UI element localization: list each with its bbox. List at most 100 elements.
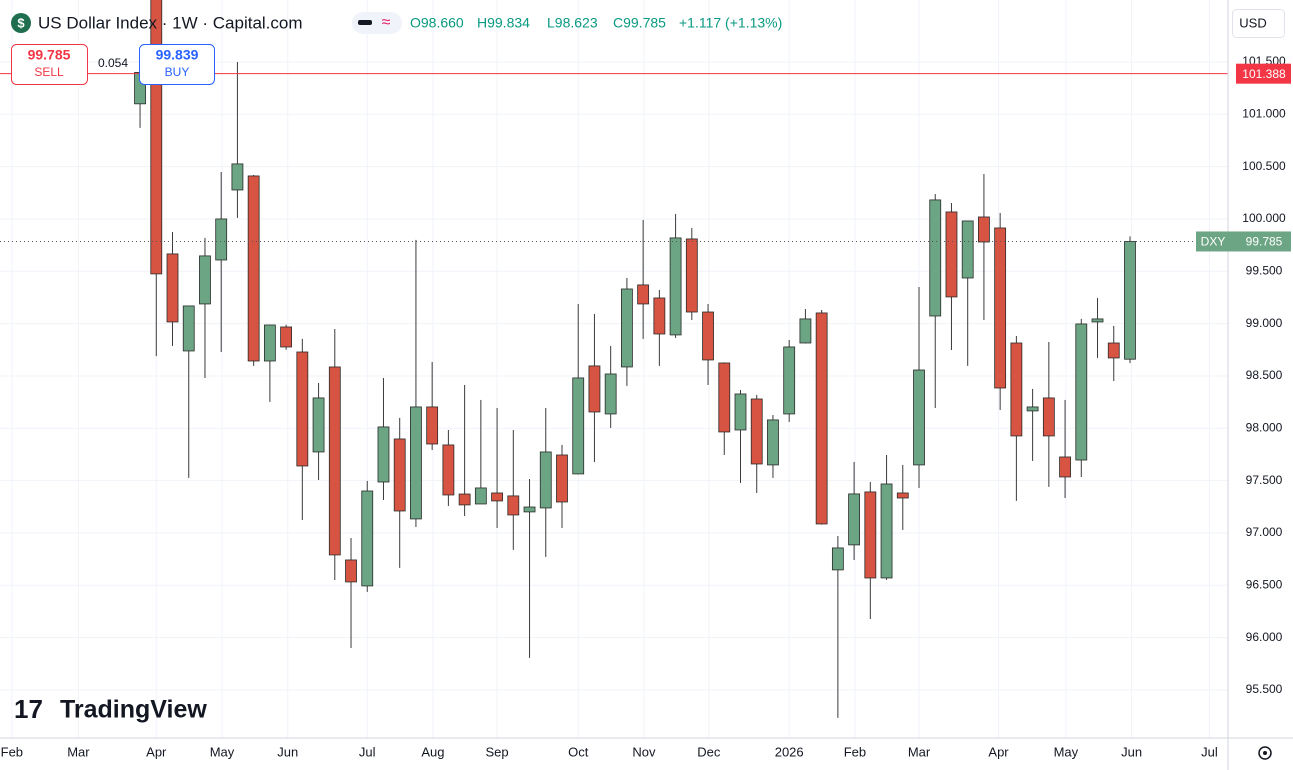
candle-body (1091, 318, 1104, 323)
ohlc-close: C99.785 (613, 15, 666, 31)
y-tick-label: 99.500 (1246, 263, 1283, 277)
candle-body (572, 377, 585, 475)
ohlc-change: +1.117 (+1.13%) (679, 15, 782, 31)
settings-icon[interactable] (1258, 746, 1272, 760)
ohlc-high: H99.834 (477, 15, 530, 31)
y-tick-label: 98.500 (1246, 368, 1283, 382)
candle-body (685, 238, 698, 313)
candle-body (1107, 342, 1120, 359)
currency: USD (1239, 15, 1266, 30)
ohlc-low: L98.623 (547, 15, 598, 31)
axes: 95.500 96.000 96.500 97.000 97.500 98.000 98.5… (1, 54, 1291, 759)
candle-body (166, 253, 179, 323)
price-label-box (1236, 63, 1291, 84)
candle-body (1075, 323, 1088, 461)
candles (134, 0, 1136, 718)
candle-body (507, 495, 520, 516)
candle-body (945, 211, 958, 298)
ohlc-open: O98.660 (410, 15, 464, 31)
candle-body (539, 451, 552, 509)
spread: 0.054 (98, 56, 128, 70)
candle-body (328, 366, 341, 556)
buy-label: BUY (165, 65, 190, 79)
x-tick-label: Mar (908, 744, 931, 759)
candle-body (750, 398, 763, 465)
candle-body (718, 362, 731, 433)
y-tick-label: 96.000 (1246, 630, 1283, 644)
y-tick-label: 95.500 (1246, 682, 1283, 696)
candle-body (556, 454, 568, 503)
candle-body (1026, 406, 1039, 412)
candle-body (978, 216, 990, 243)
candle-body (312, 397, 325, 453)
symbol-icon-glyph: $ (17, 15, 25, 30)
candle-body (263, 324, 276, 362)
candle-body (588, 365, 601, 413)
y-tick-label: 99.000 (1246, 316, 1283, 330)
x-tick-label: Apr (146, 744, 167, 759)
candle-body (215, 218, 228, 261)
candle-body (929, 199, 942, 317)
x-tick-label: May (1054, 744, 1079, 759)
indicator-pill[interactable] (352, 12, 402, 34)
candle-body (1124, 241, 1136, 360)
y-tick-label: 98.000 (1246, 420, 1283, 434)
x-tick-label: 2026 (775, 744, 804, 759)
candle-body (767, 419, 779, 466)
minus-icon (358, 20, 372, 25)
sell-button[interactable] (11, 44, 88, 85)
x-tick-label: Mar (67, 744, 90, 759)
currency-button[interactable] (1232, 9, 1285, 38)
x-tick-label: Jul (359, 744, 376, 759)
candle-body (247, 175, 260, 362)
candle-body (474, 487, 487, 505)
candle-body (815, 312, 828, 525)
y-tick-label: 101.000 (1242, 106, 1286, 120)
x-tick-label: Sep (486, 744, 509, 759)
sell-price: 99.785 (28, 47, 71, 63)
sell-label: SELL (34, 65, 64, 79)
candle-body (831, 547, 844, 571)
x-tick-label: Feb (844, 744, 866, 759)
y-tick-label: 96.500 (1246, 577, 1283, 591)
symbol-tag: DXY (1201, 235, 1226, 249)
candle-body (637, 284, 650, 305)
candle-body (880, 483, 893, 579)
settings-icon-center (1263, 751, 1267, 755)
candle-body (199, 255, 211, 305)
candle-body (426, 406, 439, 445)
candle-body (1059, 456, 1071, 478)
x-tick-label: Aug (421, 744, 444, 759)
x-tick-label: Oct (568, 744, 589, 759)
price-label-box (1236, 231, 1291, 252)
candle-body (410, 406, 422, 520)
candle-body (669, 237, 682, 336)
candle-body (621, 288, 633, 368)
y-tick-label: 97.500 (1246, 473, 1283, 487)
x-tick-label: Jun (277, 744, 298, 759)
candle-body (491, 492, 503, 502)
symbol-tag-box (1196, 231, 1236, 252)
wave-icon: ≈ (382, 14, 391, 31)
candle-body (377, 426, 390, 483)
x-tick-label: Jun (1121, 744, 1142, 759)
buy-button[interactable] (139, 44, 215, 85)
chart-title[interactable]: US Dollar Index · 1W · Capital.com (38, 13, 303, 32)
y-tick-label: 97.000 (1246, 525, 1283, 539)
price-label: 99.785 (1246, 235, 1283, 249)
buy-price: 99.839 (156, 47, 199, 63)
symbol-icon (11, 13, 31, 33)
candle-body (961, 220, 974, 279)
x-tick-label: Nov (632, 744, 656, 759)
candle-body (393, 438, 406, 512)
candle-body (864, 491, 877, 579)
candle-body (604, 373, 617, 415)
candle-body (442, 444, 455, 496)
candle-body (653, 297, 666, 335)
candle-body (280, 326, 293, 348)
candle-body (345, 559, 357, 583)
candle-body (231, 163, 244, 191)
candle-body (896, 492, 909, 499)
x-tick-label: Feb (1, 744, 23, 759)
